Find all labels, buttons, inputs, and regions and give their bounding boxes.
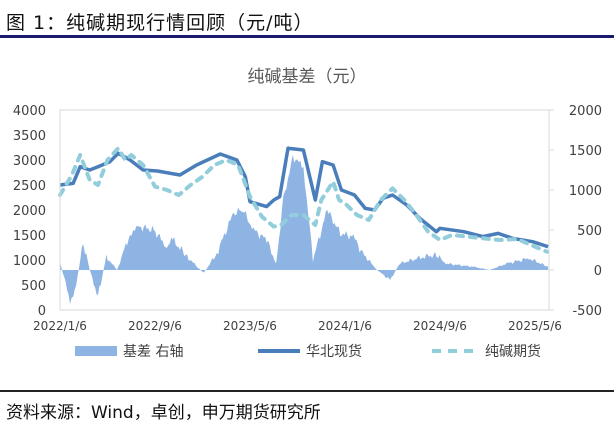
- legend-label-basis: 基差 右轴: [123, 343, 183, 360]
- x-tick-label: 2022/1/6: [33, 319, 87, 333]
- y-right-tick-label: 2000: [569, 104, 602, 119]
- x-tick-label: 2025/5/6: [508, 319, 562, 333]
- source-note: 资料来源：Wind，卓创，申万期货研究所: [6, 403, 321, 423]
- y-left-tick-label: 0: [38, 304, 46, 319]
- y-left-tick-label: 2000: [13, 204, 46, 219]
- y-left-tick-label: 3500: [13, 129, 46, 144]
- plot-area-border: [59, 109, 550, 311]
- y-left-tick-label: 1500: [13, 229, 46, 244]
- y-right-tick-label: 1500: [569, 144, 602, 159]
- y-left-tick-label: 500: [21, 279, 46, 294]
- chart-title: 纯碱基差（元）: [248, 67, 367, 87]
- futures-line: [58, 146, 549, 254]
- source-divider: [0, 390, 614, 392]
- y-left-tick-label: 3000: [13, 154, 46, 169]
- legend-label-spot: 华北现货: [306, 343, 362, 360]
- legend-swatch-basis: [75, 346, 117, 356]
- x-tick-label: 2024/1/6: [318, 319, 372, 333]
- y-left-tick-label: 1000: [13, 254, 46, 269]
- y-right-tick-label: 1000: [569, 184, 602, 199]
- y-right-tick-label: 500: [577, 224, 602, 239]
- x-tick-label: 2022/9/6: [128, 319, 182, 333]
- figure-title: 图 1：纯碱期现行情回顾（元/吨）: [6, 12, 314, 34]
- x-tick-label: 2023/5/6: [223, 319, 277, 333]
- legend-label-futures: 纯碱期货: [485, 343, 541, 360]
- y-right-tick-label: -500: [572, 304, 602, 319]
- title-divider: [0, 35, 614, 38]
- basis-chart: 纯碱基差（元） 0 500 1000 1500 2000 2500 3000 3500 4000…: [13, 67, 602, 360]
- y-right-tick-label: 0: [594, 264, 602, 279]
- basis-area: [60, 154, 549, 305]
- y-left-tick-label: 4000: [13, 104, 46, 119]
- x-tick-label: 2024/9/6: [413, 319, 467, 333]
- y-left-tick-label: 2500: [13, 179, 46, 194]
